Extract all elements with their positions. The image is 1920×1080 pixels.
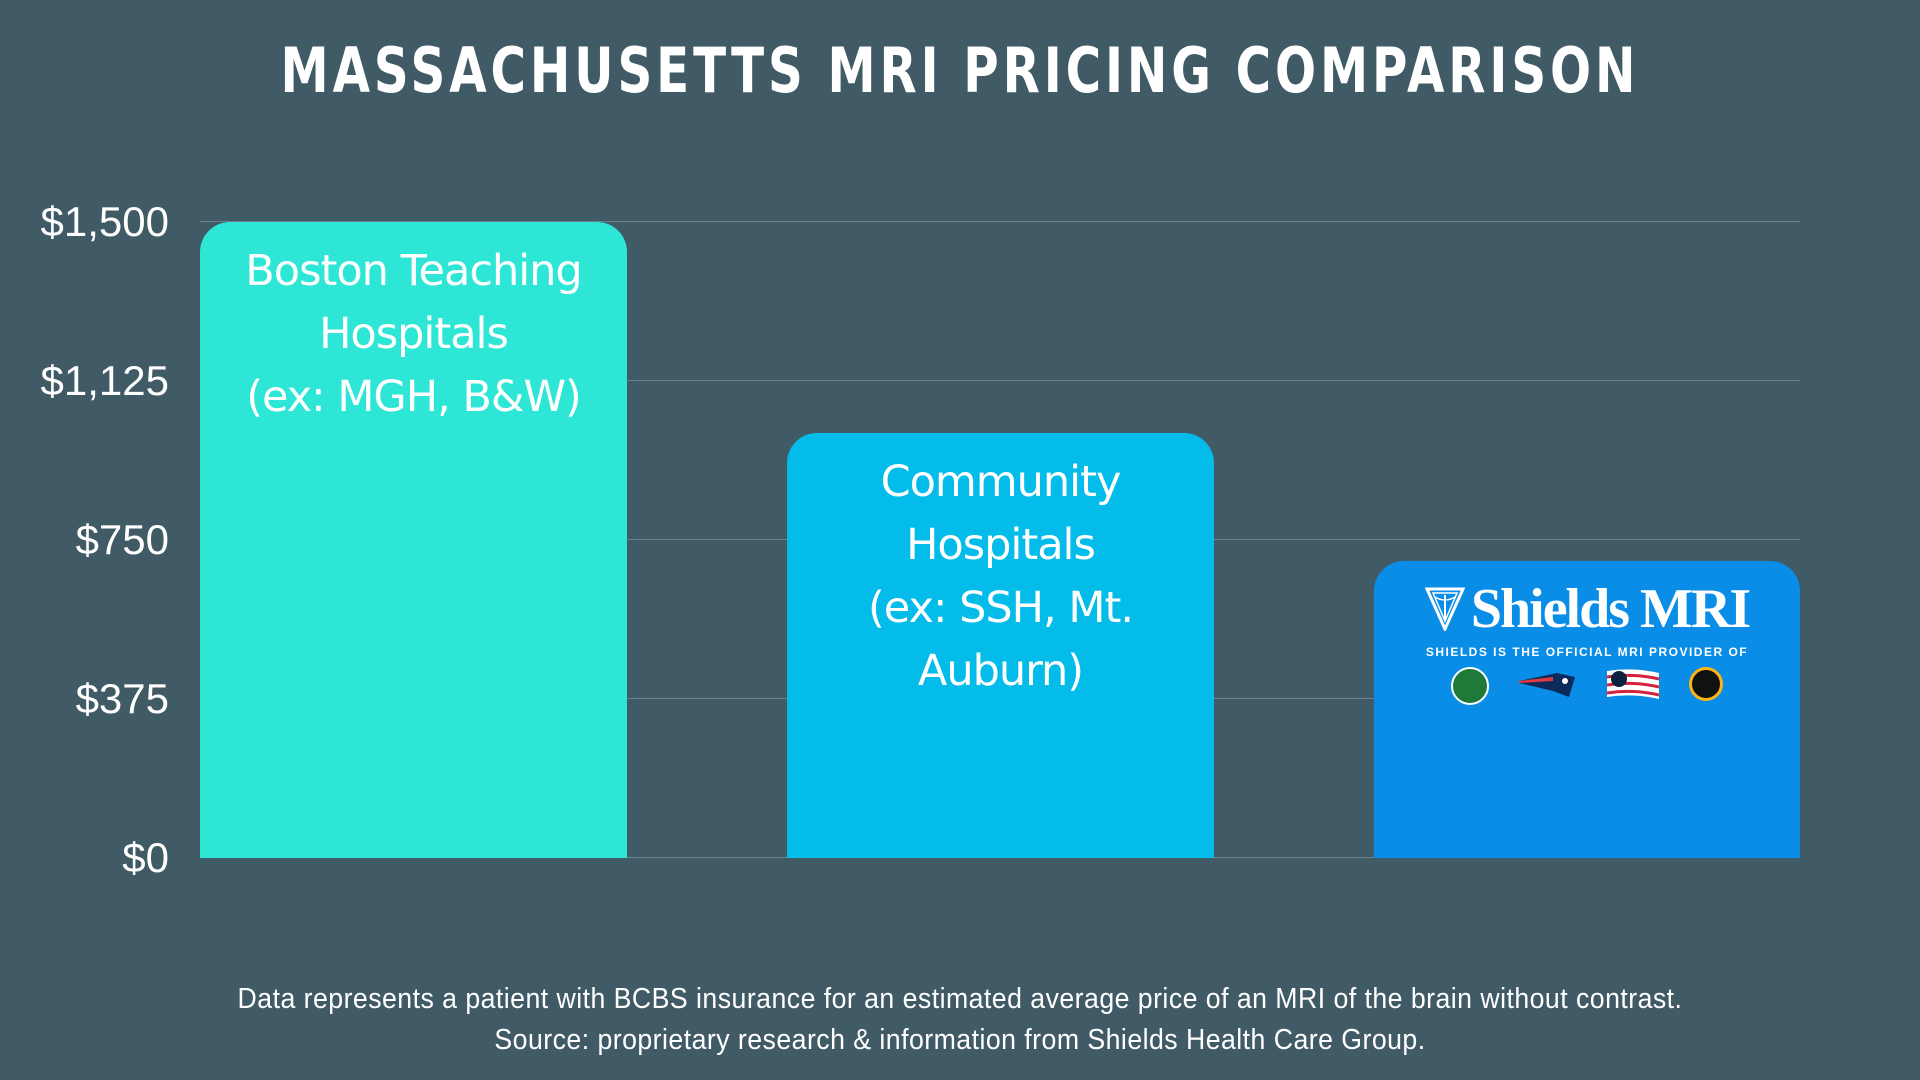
celtics-logo-icon [1451,667,1489,705]
revolution-logo-icon [1606,669,1660,699]
bar-label: Boston Teaching Hospitals (ex: MGH, B&W) [245,246,582,422]
caduceus-shield-icon [1424,587,1465,631]
shields-mri-logo: Shields MRI SHIELDS IS THE OFFICIAL MRI … [1374,579,1800,705]
y-tick-label: $0 [122,834,169,881]
y-tick-label: $1,500 [40,198,169,245]
bar-boston-teaching-hospitals: Boston Teaching Hospitals (ex: MGH, B&W) [200,222,627,858]
chart-title: MASSACHUSETTS MRI PRICING COMPARISON [280,34,1640,107]
bar-label: Community Hospitals (ex: SSH, Mt. Auburn… [868,457,1134,696]
footnote-line-1: Data represents a patient with BCBS insu… [237,983,1683,1015]
patriots-logo-icon [1519,673,1575,697]
y-tick-label: $1,125 [40,357,169,404]
y-tick-label: $375 [75,675,169,722]
team-logos [1437,667,1737,705]
brand-tagline: SHIELDS IS THE OFFICIAL MRI PROVIDER OF [1425,645,1749,659]
bar-community-hospitals: Community Hospitals (ex: SSH, Mt. Auburn… [787,433,1214,858]
bruins-logo-icon [1689,667,1723,701]
footnote-source: Source: proprietary research & informati… [494,1024,1426,1056]
brand-name: Shields MRI [1470,578,1751,640]
gridline-1125 [200,380,1800,381]
y-tick-label: $750 [75,516,169,563]
bar-shields-mri: Shields MRI SHIELDS IS THE OFFICIAL MRI … [1374,561,1800,858]
gridline-1500 [200,221,1800,222]
